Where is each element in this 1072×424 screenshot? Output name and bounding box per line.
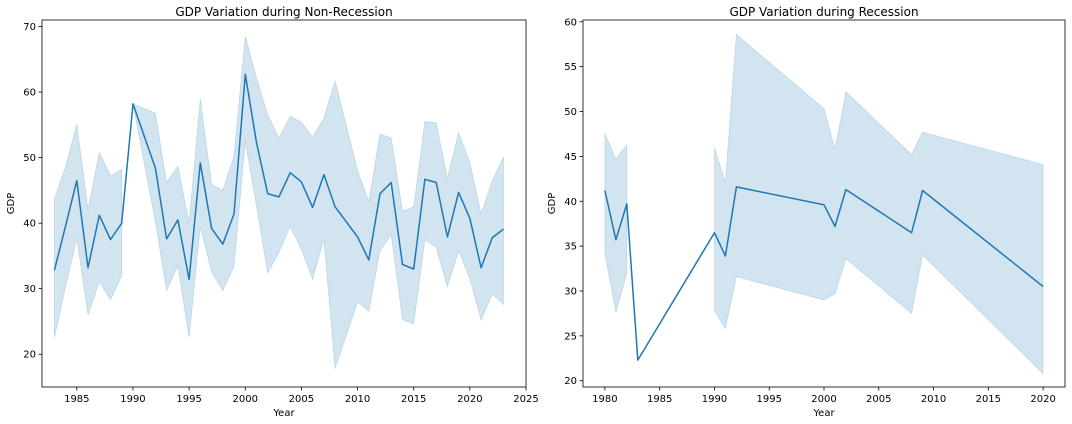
x-tick-label: 1985: [64, 394, 89, 405]
y-tick-label: 20: [564, 376, 577, 387]
x-tick-label: 1990: [120, 394, 145, 405]
y-tick-label: 35: [564, 242, 577, 253]
x-tick-label: 2010: [345, 394, 370, 405]
y-tick-label: 70: [23, 22, 36, 33]
y-tick-label: 30: [23, 284, 36, 295]
x-tick-label: 1995: [757, 394, 782, 405]
y-tick-label: 55: [564, 62, 577, 73]
x-tick-label: 1980: [592, 394, 617, 405]
chart-non-recession: 1985 1990 1995 2000 2005 2010 2015 2020 20252030…: [6, 5, 539, 419]
x-tick-label: 2020: [457, 394, 482, 405]
y-tick-label: 40: [23, 219, 36, 230]
x-tick-label: 2020: [1030, 394, 1055, 405]
x-tick-label: 2005: [289, 394, 314, 405]
x-axis-label: Year: [272, 408, 295, 419]
x-tick-label: 2015: [976, 394, 1001, 405]
x-tick-label: 2015: [401, 394, 426, 405]
y-tick-label: 40: [564, 197, 577, 208]
x-axis-label: Year: [812, 408, 835, 419]
x-tick-label: 2000: [233, 394, 258, 405]
y-tick-label: 45: [564, 152, 577, 163]
confidence-band: [54, 124, 123, 338]
x-tick-label: 2005: [866, 394, 891, 405]
y-tick-label: 50: [23, 153, 36, 164]
chart-title: GDP Variation during Non-Recession: [175, 5, 392, 19]
x-tick-label: 2010: [921, 394, 946, 405]
y-axis-label: GDP: [547, 193, 558, 214]
x-tick-label: 2025: [513, 394, 538, 405]
y-tick-label: 30: [564, 286, 577, 297]
y-tick-label: 60: [564, 17, 577, 28]
x-tick-label: 2000: [811, 394, 836, 405]
series-line: [53, 73, 504, 281]
confidence-band: [132, 36, 504, 369]
axes-frame: [41, 19, 527, 388]
y-tick-label: 50: [564, 107, 577, 118]
chart-recession: 1980 1985 1990 1995 2000 2005 2010 2015 20202025…: [547, 5, 1066, 419]
y-tick-label: 20: [23, 350, 36, 361]
confidence-band: [714, 33, 1044, 375]
x-tick-label: 1990: [702, 394, 727, 405]
x-tick-label: 1995: [176, 394, 201, 405]
chart-title: GDP Variation during Recession: [729, 5, 918, 19]
y-tick-label: 60: [23, 88, 36, 99]
x-tick-label: 1985: [647, 394, 672, 405]
series-line: [604, 186, 1044, 361]
y-tick-label: 25: [564, 331, 577, 342]
confidence-band: [604, 133, 628, 313]
y-axis-label: GDP: [6, 193, 17, 214]
